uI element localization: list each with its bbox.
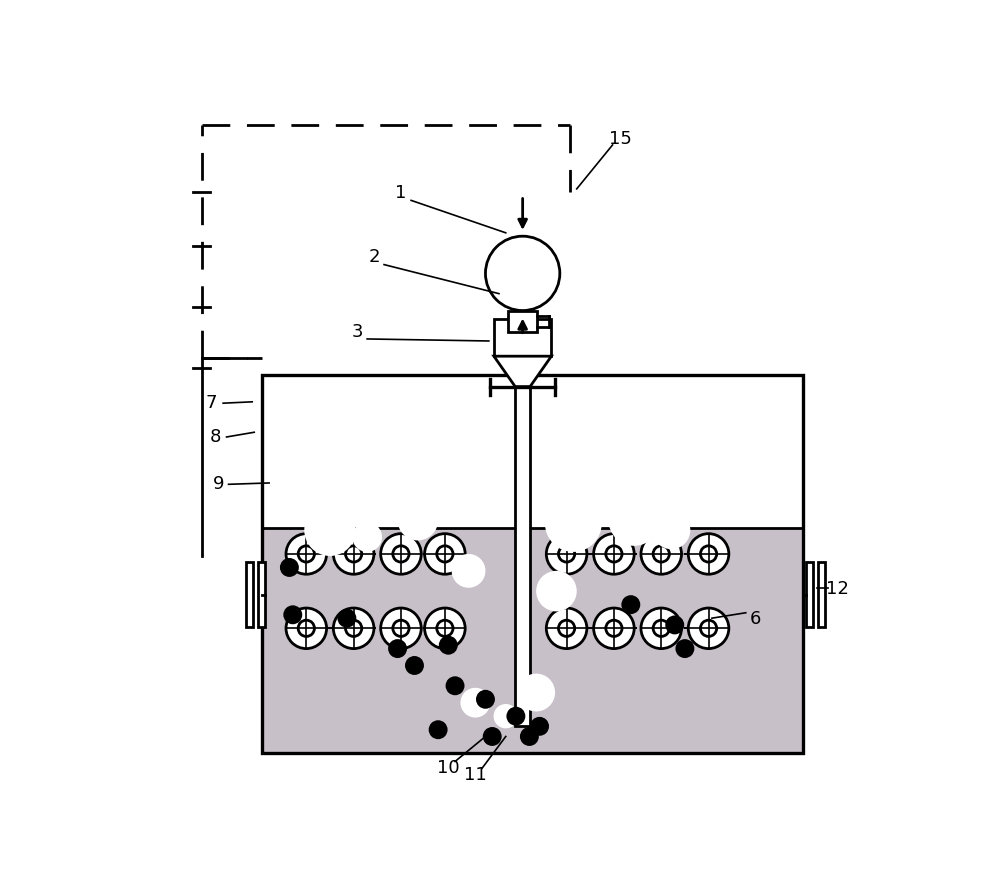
Bar <box>494 319 551 357</box>
Circle shape <box>437 546 453 562</box>
Circle shape <box>333 534 374 574</box>
Circle shape <box>700 546 717 562</box>
Circle shape <box>398 500 438 541</box>
Circle shape <box>536 571 577 612</box>
Circle shape <box>517 674 555 711</box>
Circle shape <box>606 546 622 562</box>
Circle shape <box>337 609 356 628</box>
Circle shape <box>286 534 327 574</box>
Bar <box>806 563 813 627</box>
Circle shape <box>304 505 356 556</box>
Circle shape <box>653 621 669 637</box>
Circle shape <box>439 636 458 655</box>
Circle shape <box>700 621 717 637</box>
Circle shape <box>333 609 374 649</box>
Circle shape <box>641 534 682 574</box>
Circle shape <box>546 534 587 574</box>
Circle shape <box>558 546 575 562</box>
Text: 15: 15 <box>609 130 632 148</box>
Text: 6: 6 <box>750 610 762 627</box>
Circle shape <box>298 621 314 637</box>
Circle shape <box>381 534 421 574</box>
Circle shape <box>352 523 382 553</box>
Circle shape <box>641 609 682 649</box>
Bar <box>262 375 803 753</box>
Circle shape <box>506 707 525 726</box>
Bar <box>258 563 265 627</box>
Circle shape <box>405 656 424 675</box>
Text: 2: 2 <box>368 248 380 267</box>
Circle shape <box>280 559 299 577</box>
Text: 8: 8 <box>209 427 221 446</box>
Text: 7: 7 <box>206 394 217 411</box>
Circle shape <box>476 690 495 709</box>
Circle shape <box>653 546 669 562</box>
Circle shape <box>688 609 729 649</box>
Bar <box>818 563 825 627</box>
Circle shape <box>621 595 640 615</box>
Circle shape <box>520 727 539 746</box>
Bar <box>246 563 253 627</box>
Circle shape <box>652 512 690 550</box>
Circle shape <box>530 717 549 736</box>
Circle shape <box>429 720 448 739</box>
Circle shape <box>393 621 409 637</box>
Text: 3: 3 <box>351 323 363 340</box>
Circle shape <box>594 609 634 649</box>
Circle shape <box>298 546 314 562</box>
Circle shape <box>558 621 575 637</box>
Circle shape <box>388 639 407 659</box>
Text: 9: 9 <box>213 474 224 492</box>
Circle shape <box>460 688 490 717</box>
Bar <box>262 529 803 753</box>
Circle shape <box>425 534 465 574</box>
Circle shape <box>546 609 587 649</box>
Circle shape <box>594 534 634 574</box>
Circle shape <box>494 704 518 729</box>
Text: 10: 10 <box>437 758 460 776</box>
Circle shape <box>437 621 453 637</box>
Text: 1: 1 <box>395 184 407 202</box>
Circle shape <box>393 546 409 562</box>
Circle shape <box>688 534 729 574</box>
Circle shape <box>609 495 660 546</box>
Circle shape <box>346 546 362 562</box>
Polygon shape <box>494 357 551 387</box>
Circle shape <box>483 727 502 746</box>
Circle shape <box>485 237 560 311</box>
Circle shape <box>606 621 622 637</box>
Circle shape <box>425 609 465 649</box>
Bar <box>515 375 530 726</box>
Circle shape <box>545 496 602 553</box>
Circle shape <box>283 606 302 624</box>
Circle shape <box>675 639 694 659</box>
Circle shape <box>665 616 684 635</box>
Circle shape <box>452 554 485 588</box>
Circle shape <box>446 676 464 695</box>
Text: 11: 11 <box>464 765 487 783</box>
Circle shape <box>286 609 327 649</box>
Text: 12: 12 <box>826 579 848 597</box>
Circle shape <box>381 609 421 649</box>
Circle shape <box>346 621 362 637</box>
Bar <box>508 311 537 332</box>
